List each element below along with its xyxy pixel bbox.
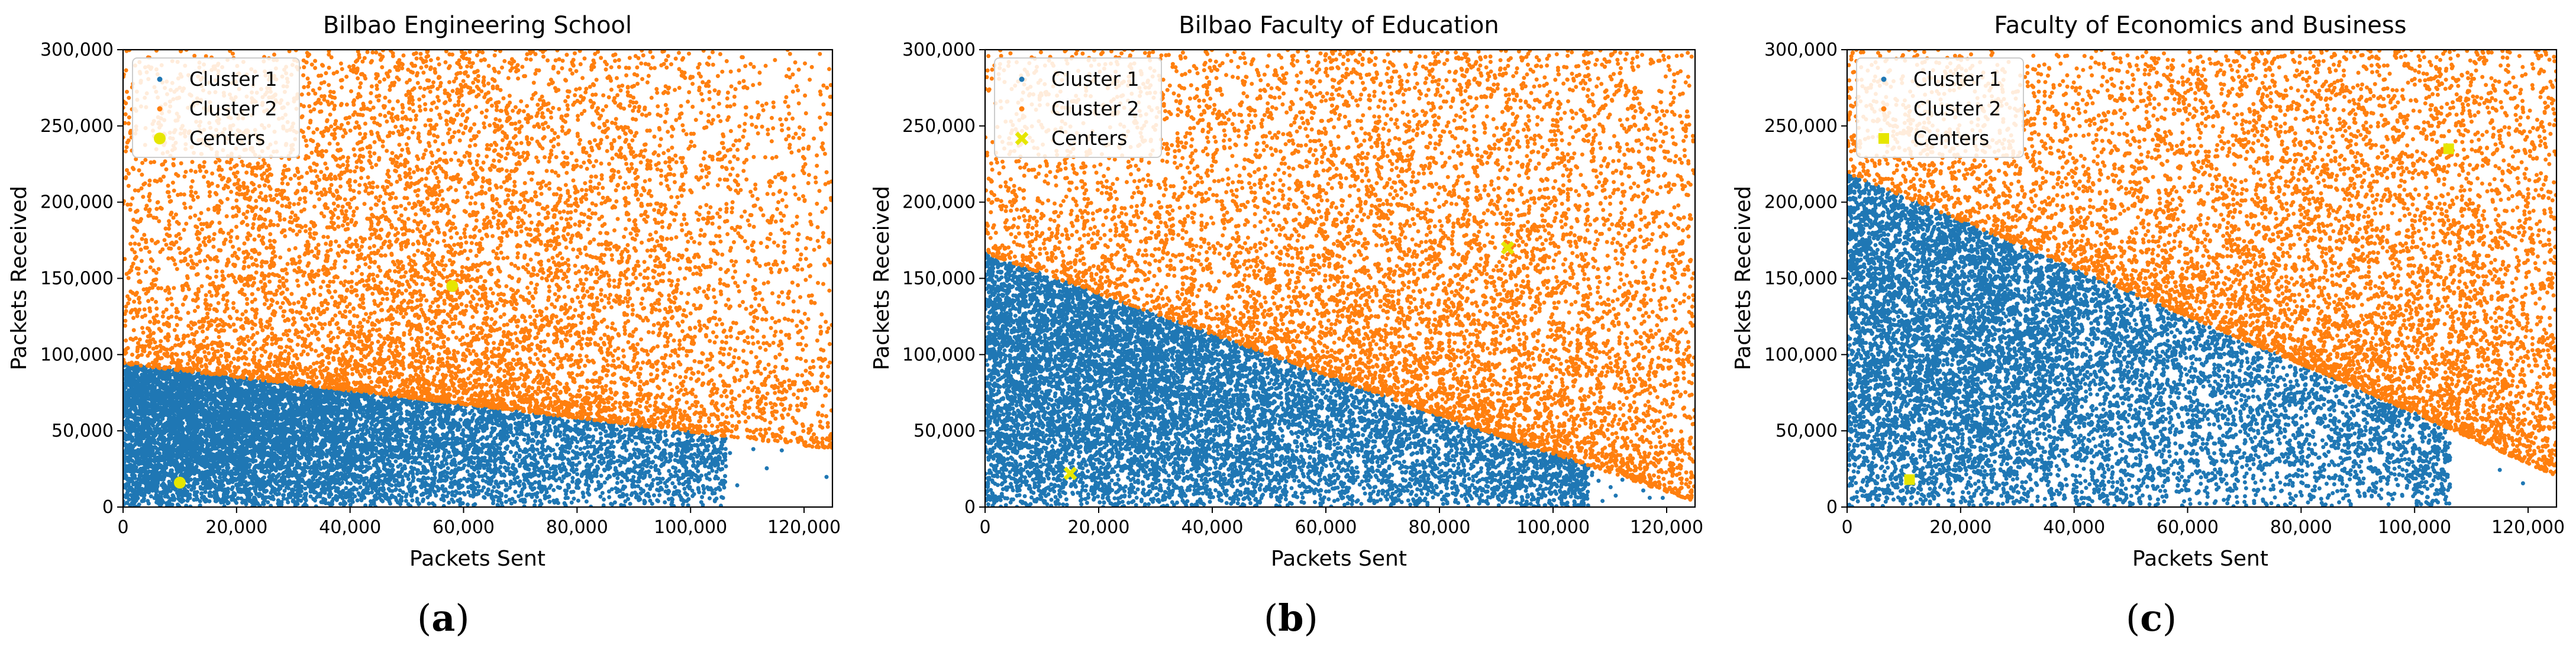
y-tick-label: 0 (102, 497, 114, 518)
legend-label: Cluster 1 (189, 67, 277, 91)
x-tick-label: 100,000 (1516, 517, 1590, 538)
x-tick-label: 0 (117, 517, 128, 538)
chart-panel-c: Faculty of Economics and Business 0 20,00… (1731, 12, 2565, 640)
chart-a-x-axis-label: Packets Sent (409, 547, 545, 571)
chart-panel-b: Bilbao Faculty of Education 0 20,000 40,00… (870, 12, 1703, 640)
y-tick-label: 200,000 (40, 192, 114, 213)
cluster-center-1 (1063, 466, 1077, 480)
legend-label: Centers (189, 127, 265, 150)
legend-marker (1015, 131, 1029, 146)
x-tick-label: 80,000 (1409, 517, 1471, 538)
y-tick-label: 250,000 (40, 116, 114, 137)
legend-marker (157, 106, 163, 112)
x-tick-label: 60,000 (2157, 517, 2219, 538)
y-tick-label: 150,000 (1764, 269, 1838, 289)
x-tick-label: 80,000 (2270, 517, 2332, 538)
y-tick-label: 150,000 (40, 269, 114, 289)
cluster-1-points (985, 251, 1665, 507)
chart-b-plot-area: 0 20,000 40,000 60,000 80,000 100,000 120,000 0… (902, 40, 1703, 538)
legend: Cluster 1 Cluster 2 Centers (994, 57, 1162, 158)
legend-box (994, 57, 1162, 158)
y-tick-label: 100,000 (1764, 344, 1838, 365)
cluster-2-points (1847, 50, 2556, 476)
cluster-center-1 (1904, 474, 1915, 485)
chart-c-x-axis-label: Packets Sent (2132, 547, 2268, 571)
x-tick-label: 60,000 (1295, 517, 1357, 538)
y-tick-label: 50,000 (51, 421, 114, 441)
y-tick-label: 200,000 (1764, 192, 1838, 213)
x-tick-label: 100,000 (2378, 517, 2451, 538)
x-tick-label: 20,000 (1929, 517, 1991, 538)
y-tick-label: 0 (964, 497, 976, 518)
legend-marker (154, 133, 166, 144)
y-tick-label: 200,000 (902, 192, 976, 213)
cluster-1-points (123, 363, 829, 507)
legend-label: Cluster 2 (189, 97, 277, 120)
cluster-1-points (1847, 172, 2525, 507)
panel-label-a: (a) (417, 596, 470, 640)
y-tick-label: 100,000 (902, 344, 976, 365)
legend-marker (1019, 106, 1025, 112)
legend-marker (1881, 106, 1887, 112)
chart-a-title: Bilbao Engineering School (323, 12, 632, 39)
legend-label: Cluster 2 (1913, 97, 2002, 120)
y-tick-label: 0 (1826, 497, 1838, 518)
legend-label: Cluster 2 (1051, 97, 1139, 120)
chart-a-y-axis-label: Packets Received (7, 186, 31, 370)
x-tick-label: 120,000 (767, 517, 841, 538)
x-tick-label: 0 (1841, 517, 1852, 538)
legend-box (1856, 57, 2024, 158)
cluster-center-2 (2443, 143, 2454, 154)
legend-marker (1878, 133, 1889, 144)
legend-marker (1019, 76, 1025, 82)
y-tick-label: 250,000 (1764, 116, 1838, 137)
x-tick-label: 40,000 (319, 517, 381, 538)
panel-label-b: (b) (1264, 596, 1318, 640)
cluster-2-points (123, 50, 832, 450)
x-tick-label: 60,000 (432, 517, 495, 538)
x-tick-label: 40,000 (1182, 517, 1244, 538)
y-tick-label: 300,000 (902, 40, 976, 60)
x-tick-label: 20,000 (1068, 517, 1130, 538)
x-tick-label: 100,000 (654, 517, 727, 538)
x-tick-label: 40,000 (2043, 517, 2105, 538)
legend-marker (157, 76, 163, 82)
panel-label-c: (c) (2126, 596, 2177, 640)
x-tick-label: 80,000 (546, 517, 608, 538)
x-tick-label: 0 (979, 517, 990, 538)
x-tick-label: 120,000 (2491, 517, 2565, 538)
cluster-center-1 (173, 476, 186, 489)
chart-b-title: Bilbao Faculty of Education (1179, 12, 1499, 39)
legend-label: Centers (1051, 127, 1127, 150)
legend-label: Cluster 1 (1913, 67, 2002, 91)
chart-c-y-axis-label: Packets Received (1731, 186, 1755, 370)
legend-marker (1881, 76, 1887, 82)
chart-b-x-axis-label: Packets Sent (1271, 547, 1407, 571)
y-tick-label: 250,000 (902, 116, 976, 137)
x-tick-label: 120,000 (1630, 517, 1703, 538)
cluster-center-2 (1500, 241, 1515, 255)
chart-c-plot-area: 0 20,000 40,000 60,000 80,000 100,000 120,000 0… (1764, 40, 2565, 538)
legend-label: Centers (1913, 127, 1989, 150)
legend-label: Cluster 1 (1051, 67, 1139, 91)
y-tick-label: 150,000 (902, 269, 976, 289)
y-tick-label: 50,000 (1776, 421, 1838, 441)
y-tick-label: 100,000 (40, 344, 114, 365)
y-tick-label: 300,000 (40, 40, 114, 60)
chart-c-title: Faculty of Economics and Business (1994, 12, 2406, 39)
legend: Cluster 1 Cluster 2 Centers (1856, 57, 2024, 158)
chart-a-plot-area: 0 20,000 40,000 60,000 80,000 100,000 120,000 0… (40, 40, 841, 538)
legend: Cluster 1 Cluster 2 Centers (132, 57, 300, 158)
legend-box (132, 57, 300, 158)
cluster-center-2 (446, 280, 459, 292)
y-tick-label: 300,000 (1764, 40, 1838, 60)
chart-panel-a: Bilbao Engineering School 0 20,000 40,000 6… (7, 12, 841, 640)
x-tick-label: 20,000 (205, 517, 267, 538)
y-tick-label: 50,000 (913, 421, 976, 441)
chart-b-y-axis-label: Packets Received (870, 186, 894, 370)
